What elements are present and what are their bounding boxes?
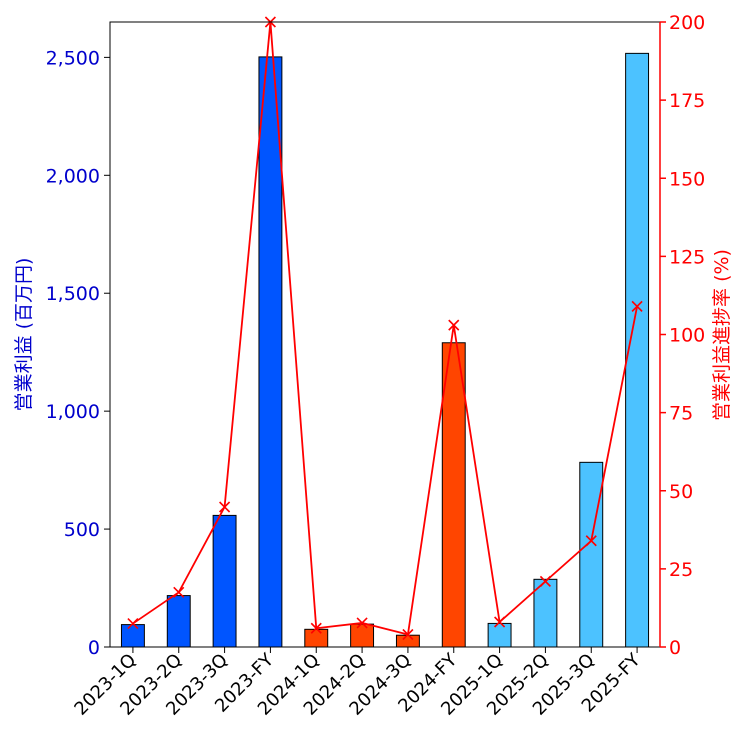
right-tick-label: 25 (669, 559, 693, 581)
progress-point-2025-3Q (585, 535, 597, 547)
progress-point-2023-1Q (127, 617, 139, 630)
progress-point-2024-2Q (356, 617, 368, 629)
right-tick-label: 0 (669, 637, 681, 659)
bar-2024-1Q (304, 628, 329, 648)
progress-point-2025-2Q (539, 575, 551, 587)
right-tick-label: 175 (669, 90, 705, 112)
bar-2023-FY (258, 56, 283, 648)
left-axis: 0 500 1,000 1,500 2,000 2,500 (46, 47, 110, 659)
bar-2025-1Q (487, 622, 512, 648)
bar-2024-FY (441, 342, 466, 648)
bar-2023-1Q (120, 624, 145, 648)
progress-line (132, 21, 638, 636)
bar-2023-2Q (166, 595, 191, 648)
right-tick-label: 100 (669, 325, 705, 347)
right-tick-label: 125 (669, 246, 705, 268)
progress-point-2025-FY (631, 300, 643, 312)
left-tick-label: 1,500 (46, 283, 100, 305)
progress-point-2024-FY (448, 319, 460, 331)
right-axis-title: 営業利益進捗率 (%) (711, 249, 733, 421)
left-tick-label: 500 (64, 519, 100, 541)
bar-2023-3Q (212, 514, 237, 648)
bar-2025-3Q (579, 461, 604, 648)
progress-point-2023-2Q (173, 586, 185, 598)
right-tick-label: 200 (669, 12, 705, 34)
right-axis: 0 25 50 75 100 125 150 175 200 (660, 12, 705, 659)
bar-2024-2Q (350, 623, 375, 648)
progress-point-2023-3Q (219, 501, 231, 513)
progress-point-2024-3Q (402, 628, 414, 641)
right-tick-label: 75 (669, 403, 693, 425)
bar-2024-3Q (395, 634, 420, 648)
progress-point-2024-1Q (310, 622, 322, 634)
left-axis-title: 営業利益 (百万円) (13, 258, 35, 412)
left-tick-label: 1,000 (46, 401, 100, 423)
right-tick-label: 50 (669, 481, 693, 503)
progress-line-layer (127, 16, 643, 641)
bar-layer (120, 52, 650, 648)
left-tick-label: 2,000 (46, 165, 100, 187)
x-axis: 2023-1Q2023-2Q2023-3Q2023-FY2024-1Q2024-… (70, 647, 645, 720)
right-tick-label: 150 (669, 168, 705, 190)
left-tick-label: 0 (88, 637, 100, 659)
progress-point-2025-1Q (494, 616, 506, 628)
left-tick-label: 2,500 (46, 47, 100, 69)
